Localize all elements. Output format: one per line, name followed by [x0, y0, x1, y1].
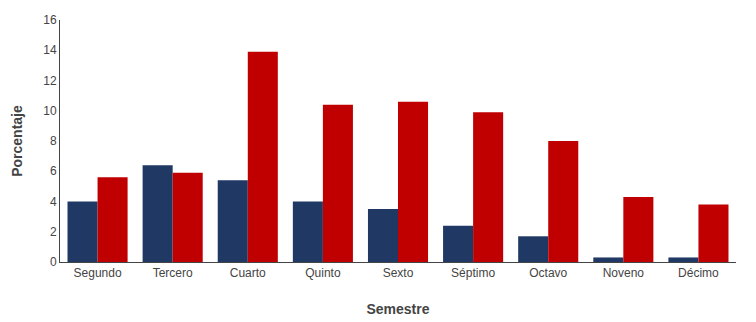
- svg-text:2: 2: [50, 225, 57, 239]
- svg-text:Sexto: Sexto: [383, 266, 414, 280]
- svg-text:6: 6: [50, 164, 57, 178]
- svg-text:Cuarto: Cuarto: [230, 266, 266, 280]
- svg-text:Noveno: Noveno: [603, 266, 645, 280]
- svg-text:4: 4: [50, 195, 57, 209]
- svg-text:16: 16: [43, 13, 57, 27]
- svg-text:Segundo: Segundo: [74, 266, 122, 280]
- svg-text:Semestre: Semestre: [366, 301, 429, 317]
- svg-text:Décimo: Décimo: [678, 266, 719, 280]
- svg-text:10: 10: [43, 104, 57, 118]
- svg-text:Octavo: Octavo: [529, 266, 567, 280]
- svg-text:14: 14: [43, 43, 57, 57]
- svg-text:8: 8: [50, 134, 57, 148]
- svg-text:Séptimo: Séptimo: [451, 266, 495, 280]
- svg-text:0: 0: [50, 255, 57, 269]
- svg-text:Tercero: Tercero: [153, 266, 193, 280]
- svg-text:Porcentaje: Porcentaje: [9, 105, 25, 177]
- svg-text:Quinto: Quinto: [305, 266, 341, 280]
- svg-text:12: 12: [43, 74, 57, 88]
